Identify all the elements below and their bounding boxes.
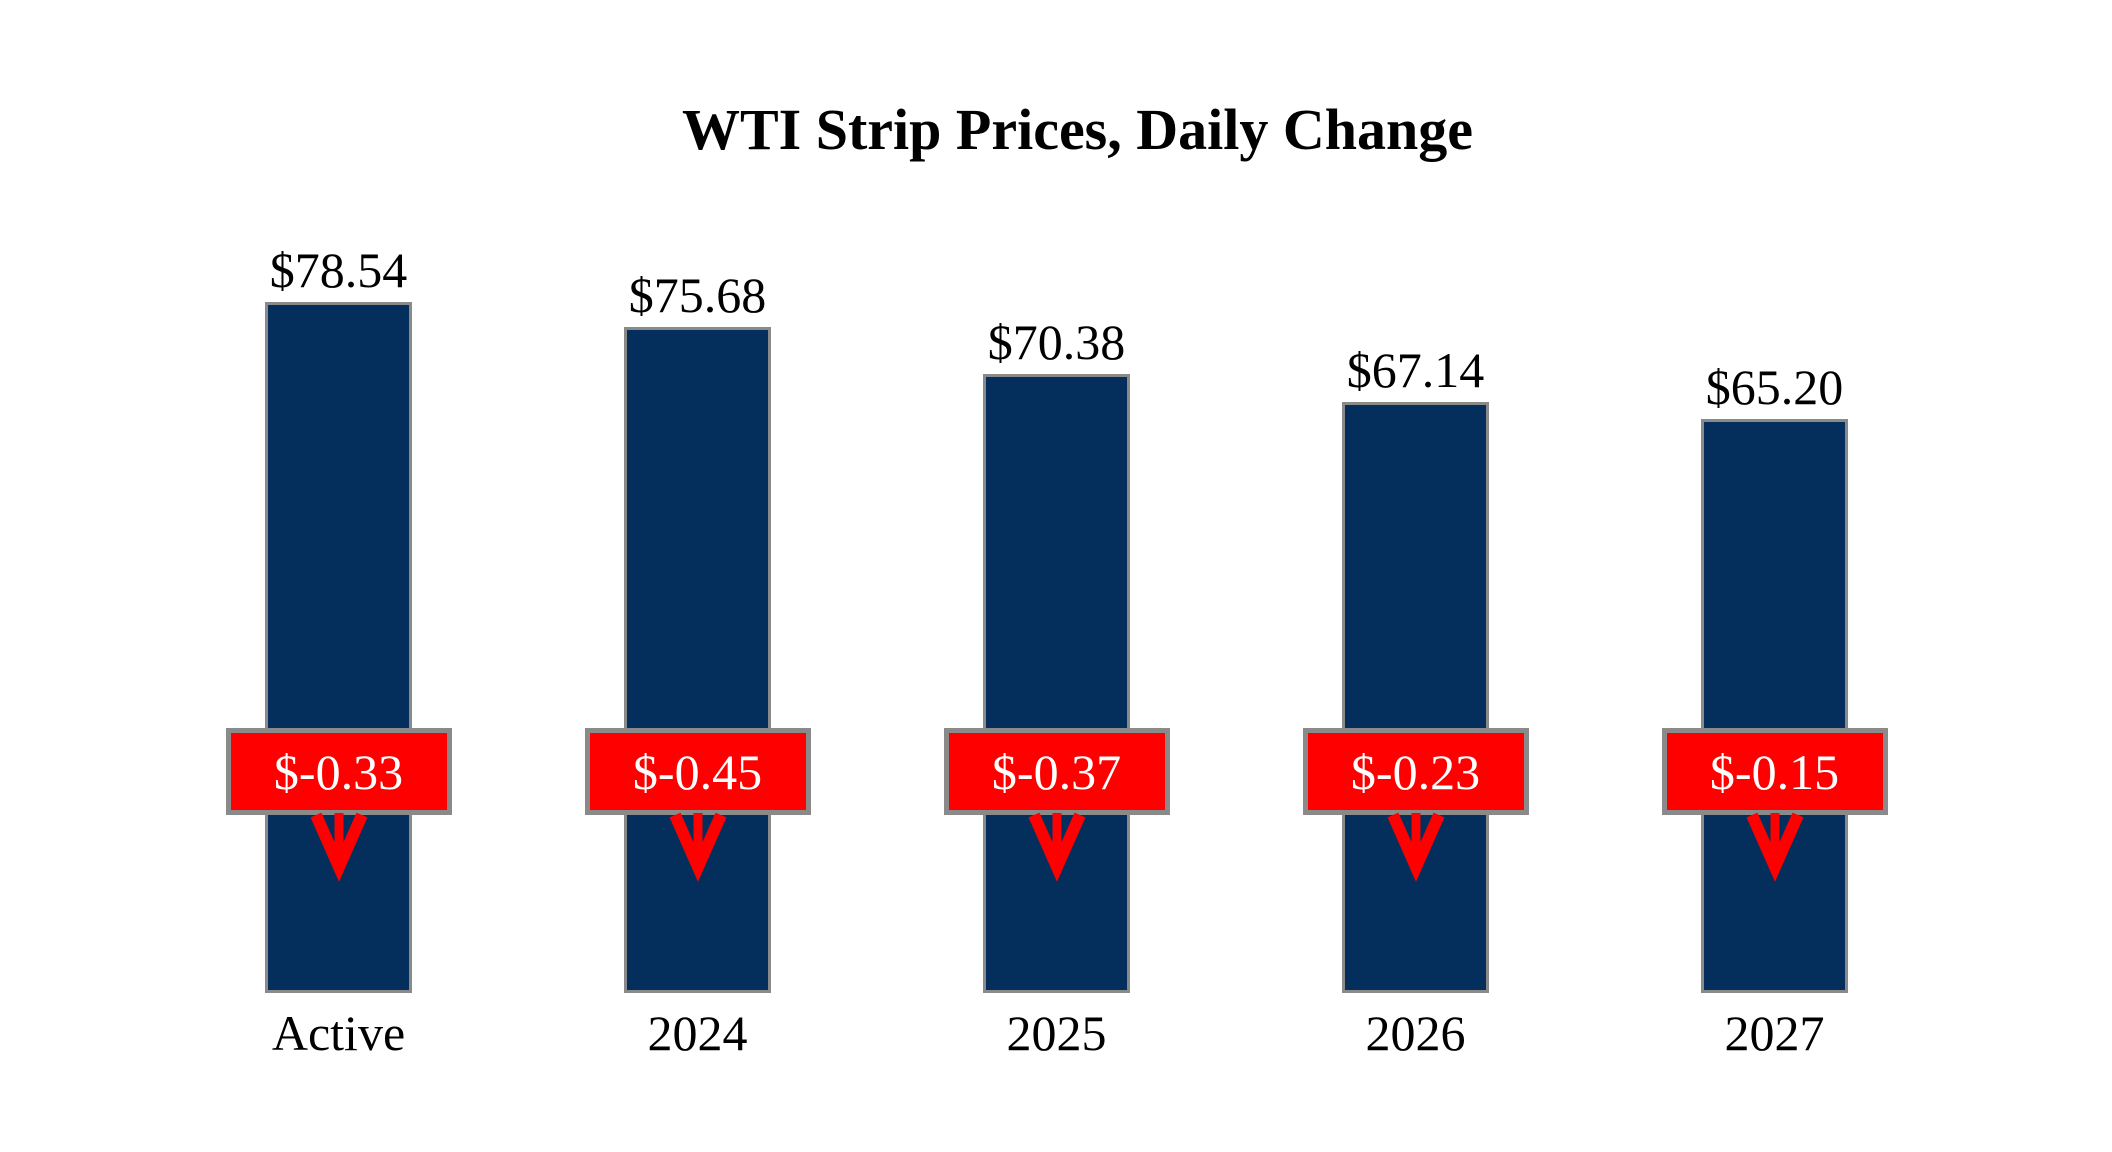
bar	[624, 327, 771, 993]
bar	[265, 302, 412, 993]
down-arrow-icon	[1387, 812, 1444, 882]
bar	[983, 374, 1130, 993]
change-label: $-0.23	[1350, 743, 1481, 800]
change-label: $-0.33	[273, 743, 404, 800]
change-badge: $-0.33	[225, 728, 452, 815]
down-arrow-icon	[1028, 812, 1085, 882]
change-badge: $-0.45	[584, 728, 811, 815]
change-badge: $-0.37	[943, 728, 1170, 815]
bar-group-2025: $70.38 $-0.37 2025	[877, 0, 1236, 1061]
bar-group-2024: $75.68 $-0.45 2024	[518, 0, 877, 1061]
category-label: 2026	[1365, 1005, 1466, 1061]
down-arrow-icon	[669, 812, 726, 882]
down-arrow-icon	[1746, 812, 1803, 882]
plot-area: $78.54 $-0.33 Active $75.68 $-0.45 2024	[159, 0, 1954, 1061]
change-badge: $-0.23	[1302, 728, 1529, 815]
bar	[1342, 402, 1489, 993]
bar-group-2027: $65.20 $-0.15 2027	[1595, 0, 1954, 1061]
price-label: $78.54	[269, 242, 408, 298]
price-label: $67.14	[1346, 342, 1485, 398]
change-label: $-0.15	[1709, 743, 1840, 800]
category-label: Active	[271, 1005, 406, 1061]
price-label: $65.20	[1705, 359, 1844, 415]
category-label: 2024	[647, 1005, 748, 1061]
bar	[1701, 419, 1848, 993]
price-label: $70.38	[987, 314, 1126, 370]
change-badge: $-0.15	[1661, 728, 1888, 815]
chart-title: WTI Strip Prices, Daily Change	[681, 97, 1474, 162]
change-label: $-0.45	[632, 743, 763, 800]
category-label: 2025	[1006, 1005, 1107, 1061]
category-label: 2027	[1724, 1005, 1825, 1061]
price-label: $75.68	[628, 267, 767, 323]
bar-group-active: $78.54 $-0.33 Active	[159, 0, 518, 1061]
bar-group-2026: $67.14 $-0.23 2026	[1236, 0, 1595, 1061]
change-label: $-0.37	[991, 743, 1122, 800]
down-arrow-icon	[310, 812, 367, 882]
